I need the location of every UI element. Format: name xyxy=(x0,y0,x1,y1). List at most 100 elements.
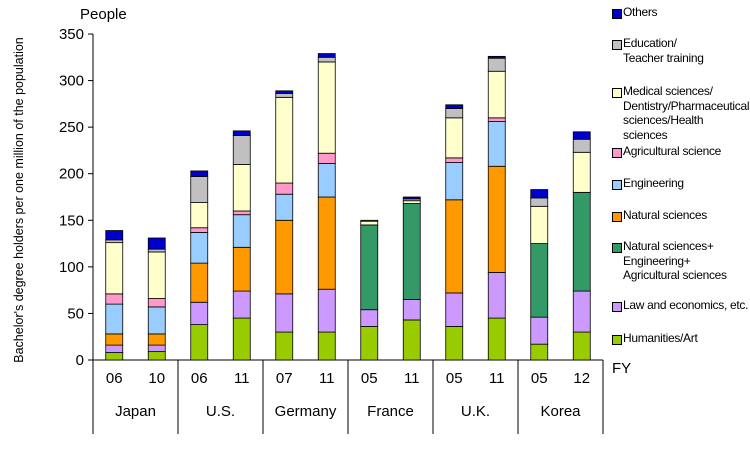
y-tick-label: 250 xyxy=(59,119,84,136)
bar-segment xyxy=(445,162,464,201)
bar-segment xyxy=(360,309,379,327)
y-tick-label: 350 xyxy=(59,26,84,43)
bar-segment xyxy=(572,131,591,140)
bar-segment xyxy=(572,331,591,361)
bar-segment xyxy=(487,317,506,361)
y-axis-unit: People xyxy=(80,6,127,23)
legend-swatch xyxy=(612,40,622,50)
legend-label: Engineering xyxy=(623,176,684,190)
bar-segment xyxy=(445,104,464,109)
bar-segment xyxy=(487,121,506,167)
bar-segment xyxy=(232,214,251,248)
legend-label: Natural sciences+ Engineering+ Agricultu… xyxy=(623,239,727,282)
bar-segment xyxy=(190,202,209,229)
bar-segment xyxy=(147,351,166,361)
bar-segment xyxy=(105,303,124,335)
legend-label: Agricultural science xyxy=(623,144,722,158)
bar-segment xyxy=(487,57,506,72)
bar-segment xyxy=(317,61,336,154)
bar-segment xyxy=(572,151,591,193)
bar-segment xyxy=(275,96,294,184)
bar-segment xyxy=(190,301,209,326)
bar-segment xyxy=(232,163,251,212)
bar-segment xyxy=(402,200,421,204)
bar-segment xyxy=(190,170,209,177)
x-tick-label: 06 xyxy=(191,370,208,387)
x-tick-label: 11 xyxy=(319,370,335,387)
bar-segment xyxy=(232,290,251,319)
bar-segment xyxy=(105,333,124,346)
bar-segment xyxy=(232,246,251,292)
bar-segment xyxy=(105,242,124,295)
bar-segment xyxy=(147,298,166,308)
bar-segment xyxy=(487,55,506,59)
bar-segment xyxy=(445,157,464,163)
legend-swatch xyxy=(612,148,622,158)
bar-segment xyxy=(232,130,251,136)
bar-segment xyxy=(317,53,336,58)
bar-segment xyxy=(487,70,506,119)
legend-swatch xyxy=(612,335,622,345)
bar-segment xyxy=(147,251,166,299)
legend-label: Law and economics, etc. xyxy=(623,298,749,312)
bar-segment xyxy=(105,293,124,305)
x-tick-label: 07 xyxy=(276,370,293,387)
bar-segment xyxy=(317,288,336,333)
y-tick-label: 200 xyxy=(59,166,84,183)
bar-segment xyxy=(105,352,124,361)
bar-segment xyxy=(147,248,166,253)
bar-segment xyxy=(190,324,209,361)
bar-segment xyxy=(190,262,209,303)
x-tick-label: 11 xyxy=(489,370,505,387)
bar-segment xyxy=(530,197,549,207)
bar-segment xyxy=(275,193,294,221)
legend-label: Natural sciences xyxy=(623,208,707,222)
legend-swatch xyxy=(612,243,622,253)
y-tick-label: 150 xyxy=(59,212,84,229)
group-label: U.S. xyxy=(206,403,235,420)
bar-segment xyxy=(275,219,294,295)
bar-segment xyxy=(232,210,251,216)
x-axis-unit: FY xyxy=(612,360,631,377)
bar-segment xyxy=(275,90,294,95)
x-tick-label: 11 xyxy=(234,370,250,387)
bar-segment xyxy=(402,196,421,200)
bar-segment xyxy=(360,224,379,311)
bar-segment xyxy=(147,333,166,346)
bar-segment xyxy=(360,219,379,222)
bar-segment xyxy=(445,292,464,327)
legend-label: Others xyxy=(623,5,658,19)
bar-segment xyxy=(275,93,294,98)
bar-segment xyxy=(232,317,251,361)
bar-segment xyxy=(487,165,506,273)
group-label: U.K. xyxy=(461,403,490,420)
bar-segment xyxy=(317,196,336,290)
y-axis-label: Bachelor's degree holders per one millio… xyxy=(12,37,26,363)
bar-segment xyxy=(445,117,464,159)
bar-segment xyxy=(190,227,209,233)
bar-segment xyxy=(360,326,379,361)
bar-segment xyxy=(572,191,591,292)
bar-segment xyxy=(147,237,166,250)
x-tick-label: 11 xyxy=(404,370,420,387)
group-label: Germany xyxy=(275,403,337,420)
y-tick-label: 100 xyxy=(59,259,84,276)
bar-segment xyxy=(232,135,251,165)
bar-segment xyxy=(317,163,336,198)
bar-segment xyxy=(105,239,124,244)
bar-segment xyxy=(190,231,209,264)
group-label: Korea xyxy=(540,403,581,420)
legend-label: Humanities/Art xyxy=(623,331,698,345)
bar-segment xyxy=(275,331,294,361)
legend-swatch xyxy=(612,212,622,222)
bar-segment xyxy=(530,316,549,345)
bar-segment xyxy=(147,306,166,335)
legend-label: Medical sciences/ Dentistry/Pharmaceutic… xyxy=(623,84,750,142)
bar-segment xyxy=(530,189,549,199)
bar-segment xyxy=(530,243,549,318)
bar-segment xyxy=(445,108,464,119)
x-tick-label: 05 xyxy=(446,370,463,387)
bar-segment xyxy=(402,299,421,321)
x-tick-label: 05 xyxy=(361,370,378,387)
